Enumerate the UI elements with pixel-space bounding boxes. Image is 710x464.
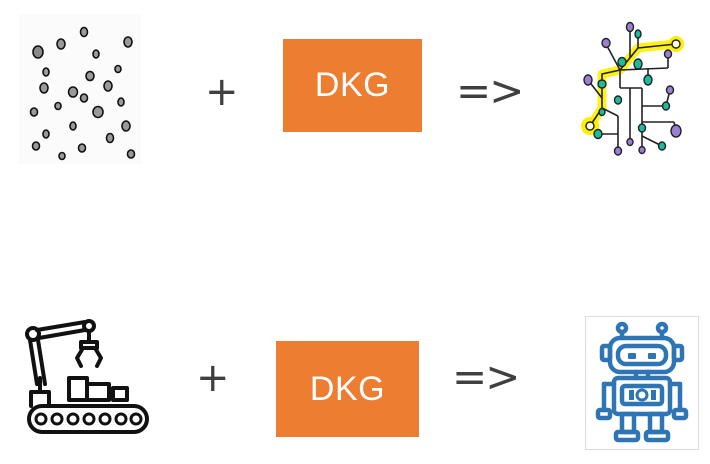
- dkg-box: DKG: [276, 341, 419, 437]
- factory-robot-arm-icon: [25, 319, 149, 434]
- dkg-box: DKG: [283, 39, 422, 132]
- knowledge-graph-icon: [581, 21, 684, 156]
- robot-icon: [595, 321, 689, 443]
- plus-sign: +: [196, 355, 230, 401]
- plus-sign: +: [205, 69, 239, 115]
- arrow-implies: =>: [452, 352, 520, 401]
- arrow-implies: =>: [456, 66, 524, 115]
- scattered-dots-icon: [18, 14, 142, 164]
